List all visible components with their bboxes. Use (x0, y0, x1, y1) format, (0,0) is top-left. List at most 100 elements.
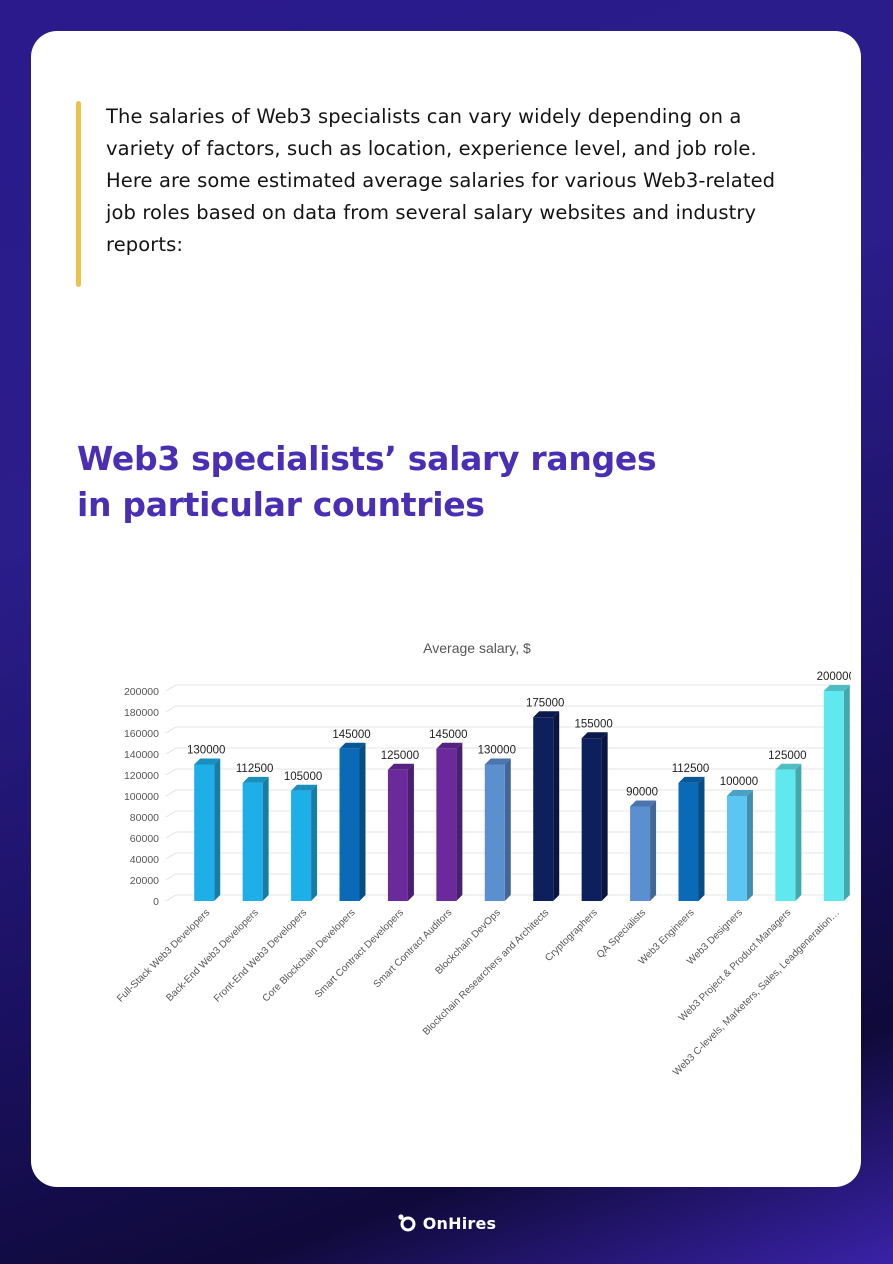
bar-top (339, 742, 366, 749)
bar (823, 691, 844, 901)
bar (387, 769, 408, 901)
intro-line: variety of factors, such as location, ex… (106, 137, 757, 160)
bar (339, 748, 360, 901)
x-tick-label: QA Specialists (595, 907, 648, 960)
data-label: 145000 (429, 729, 467, 741)
intro-line: job roles based on data from several sal… (106, 201, 757, 224)
bar (291, 790, 312, 901)
bar-side (698, 776, 705, 901)
data-label: 112500 (236, 763, 274, 775)
bar-top (194, 758, 221, 765)
bar-side (553, 711, 560, 901)
data-label: 200000 (817, 671, 851, 683)
bar-top (678, 776, 705, 783)
bar-side (601, 732, 608, 901)
x-tick-label: Front-End Web3 Developers (212, 907, 309, 1004)
gridline-depth (165, 789, 177, 797)
y-tick-label: 20000 (130, 875, 159, 887)
bar-top (630, 800, 657, 807)
x-tick-label: Back-End Web3 Developers (164, 907, 260, 1003)
gridline-depth (165, 831, 177, 839)
bar (581, 738, 602, 901)
data-label: 125000 (381, 750, 419, 762)
bar-side (407, 763, 414, 901)
y-tick-label: 180000 (124, 707, 159, 719)
quote-accent-bar (76, 101, 81, 287)
data-label: 125000 (768, 750, 806, 762)
y-tick-label: 80000 (130, 812, 159, 824)
bar-top (726, 790, 753, 796)
gridline-depth (165, 768, 177, 776)
x-tick-label: Cryptographers (543, 907, 600, 964)
bar (194, 764, 215, 901)
x-tick-label: Smart Contract Auditors (372, 907, 455, 990)
bar (484, 764, 505, 901)
data-label: 130000 (478, 745, 516, 757)
bar-side (843, 685, 850, 901)
gridline-depth (165, 726, 177, 734)
bar-top (823, 685, 850, 691)
bar-side (795, 763, 802, 901)
data-label: 112500 (672, 763, 710, 775)
bar-side (359, 742, 366, 901)
bar-top (242, 776, 269, 783)
y-tick-label: 100000 (124, 791, 159, 803)
bar (436, 748, 457, 901)
bar-top (533, 711, 560, 718)
intro-line: reports: (106, 233, 184, 256)
data-label: 175000 (526, 697, 564, 709)
bar-side (311, 784, 318, 901)
bar-side (746, 790, 753, 901)
y-tick-label: 60000 (130, 833, 159, 845)
y-tick-label: 120000 (124, 770, 159, 782)
heading-line: in particular countries (77, 485, 485, 524)
y-tick-label: 0 (153, 896, 159, 908)
intro-line: Here are some estimated average salaries… (106, 169, 776, 192)
bar-top (387, 763, 414, 770)
bar (775, 769, 796, 901)
chart-title: Average salary, $ (423, 640, 531, 656)
bar (533, 717, 554, 901)
onhires-logo-icon (398, 1214, 416, 1232)
x-tick-label: Core Blockchain Developers (261, 907, 358, 1004)
bar-side (262, 776, 269, 901)
y-tick-label: 160000 (124, 728, 159, 740)
gridline-depth (165, 873, 177, 881)
bar-top (291, 784, 318, 791)
intro-text: The salaries of Web3 specialists can var… (106, 101, 796, 261)
intro-line: The salaries of Web3 specialists can var… (106, 105, 742, 128)
gridline-depth (165, 810, 177, 818)
x-tick-label: Smart Contract Developers (313, 907, 406, 1000)
gridline-depth (165, 705, 177, 713)
bar (242, 782, 263, 901)
gridline-depth (165, 852, 177, 860)
content-card: The salaries of Web3 specialists can var… (31, 31, 861, 1187)
salary-chart: Average salary, $ 0 20000 40000 60000 80000 10… (71, 596, 851, 1116)
data-label: 100000 (720, 776, 758, 788)
salary-bar-chart-svg: Average salary, $ 0 20000 40000 60000 80000 10… (115, 640, 851, 1078)
bar-top (581, 732, 608, 739)
bar-side (504, 758, 511, 901)
bar (630, 806, 651, 901)
bar-side (214, 758, 221, 901)
y-tick-label: 40000 (130, 854, 159, 866)
y-tick-label: 200000 (124, 686, 159, 698)
x-tick-label: Web3 C-levels, Marketers, Sales, Leadgen… (671, 907, 842, 1078)
section-heading: Web3 specialists’ salary ranges in parti… (77, 436, 777, 528)
x-tick-label: Full-Stack Web3 Developers (115, 907, 212, 1004)
bar (678, 782, 699, 901)
gridline-depth (165, 894, 177, 902)
bar-side (456, 742, 463, 901)
data-label: 105000 (284, 771, 322, 783)
y-tick-label: 140000 (124, 749, 159, 761)
footer-brand: OnHires (0, 1208, 893, 1238)
bar (726, 796, 747, 901)
gridline-depth (165, 747, 177, 755)
data-label: 155000 (574, 718, 612, 730)
bar-top (436, 742, 463, 749)
heading-line: Web3 specialists’ salary ranges (77, 439, 657, 478)
data-label: 130000 (187, 745, 225, 757)
data-label: 90000 (626, 787, 658, 799)
bar-side (650, 800, 657, 901)
bar-top (775, 763, 802, 770)
